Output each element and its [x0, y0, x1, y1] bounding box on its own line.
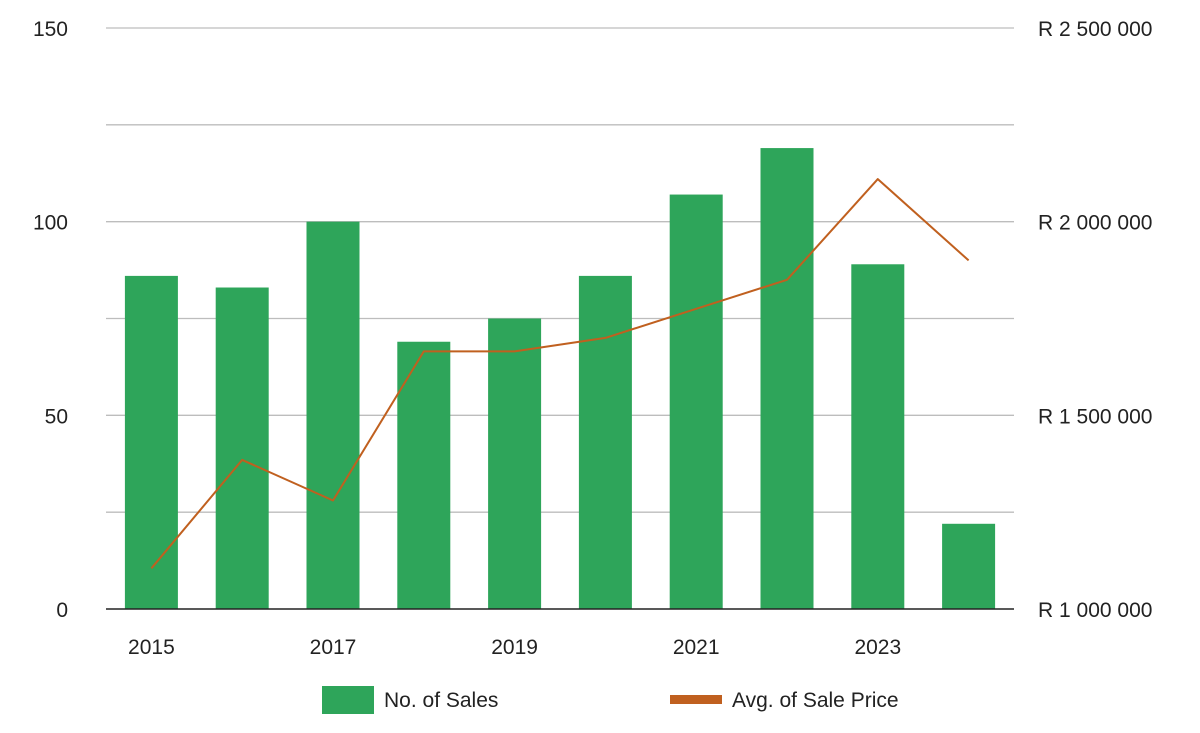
bar-2022: [760, 148, 814, 609]
left-tick-label: 150: [33, 18, 68, 41]
x-tick-label-2019: 2019: [491, 636, 538, 659]
legend-label-avg-of-sale-price: Avg. of Sale Price: [732, 689, 899, 712]
right-tick-label: R 2 500 000: [1038, 18, 1152, 41]
left-tick-label: 0: [56, 599, 68, 622]
legend-label-no-of-sales: No. of Sales: [384, 689, 498, 712]
x-tick-label-2017: 2017: [310, 636, 357, 659]
bar-2020: [578, 275, 632, 609]
left-tick-label: 100: [33, 212, 68, 235]
sales-bars: [124, 148, 996, 609]
left-tick-label: 50: [45, 405, 68, 428]
x-tick-label-2015: 2015: [128, 636, 175, 659]
x-axis-tick-labels: 2015 2017 2019 2021 2023: [128, 636, 901, 659]
bar-2016: [215, 287, 269, 609]
bar-2019: [488, 318, 542, 609]
bar-2021: [669, 194, 723, 609]
x-tick-label-2021: 2021: [673, 636, 720, 659]
right-tick-label: R 2 000 000: [1038, 212, 1152, 235]
left-axis-tick-labels: 0 50 100 150: [33, 18, 68, 622]
avg-price-series-line: [150, 178, 970, 569]
right-axis-tick-labels: R 1 000 000 R 1 500 000 R 2 000 000 R 2 500…: [1038, 18, 1152, 622]
x-tick-label-2023: 2023: [854, 636, 901, 659]
bar-2024: [942, 523, 996, 609]
legend: No. of Sales Avg. of Sale Price: [322, 686, 899, 714]
right-tick-label: R 1 500 000: [1038, 405, 1152, 428]
bar-2018: [397, 341, 451, 609]
bar-2023: [851, 264, 905, 609]
bar-2015: [124, 275, 178, 609]
right-tick-label: R 1 000 000: [1038, 599, 1152, 622]
legend-swatch-avg-of-sale-price: [670, 695, 722, 704]
avg-price-line: [150, 178, 970, 569]
bar-2017: [306, 221, 360, 609]
legend-swatch-no-of-sales: [322, 686, 374, 714]
